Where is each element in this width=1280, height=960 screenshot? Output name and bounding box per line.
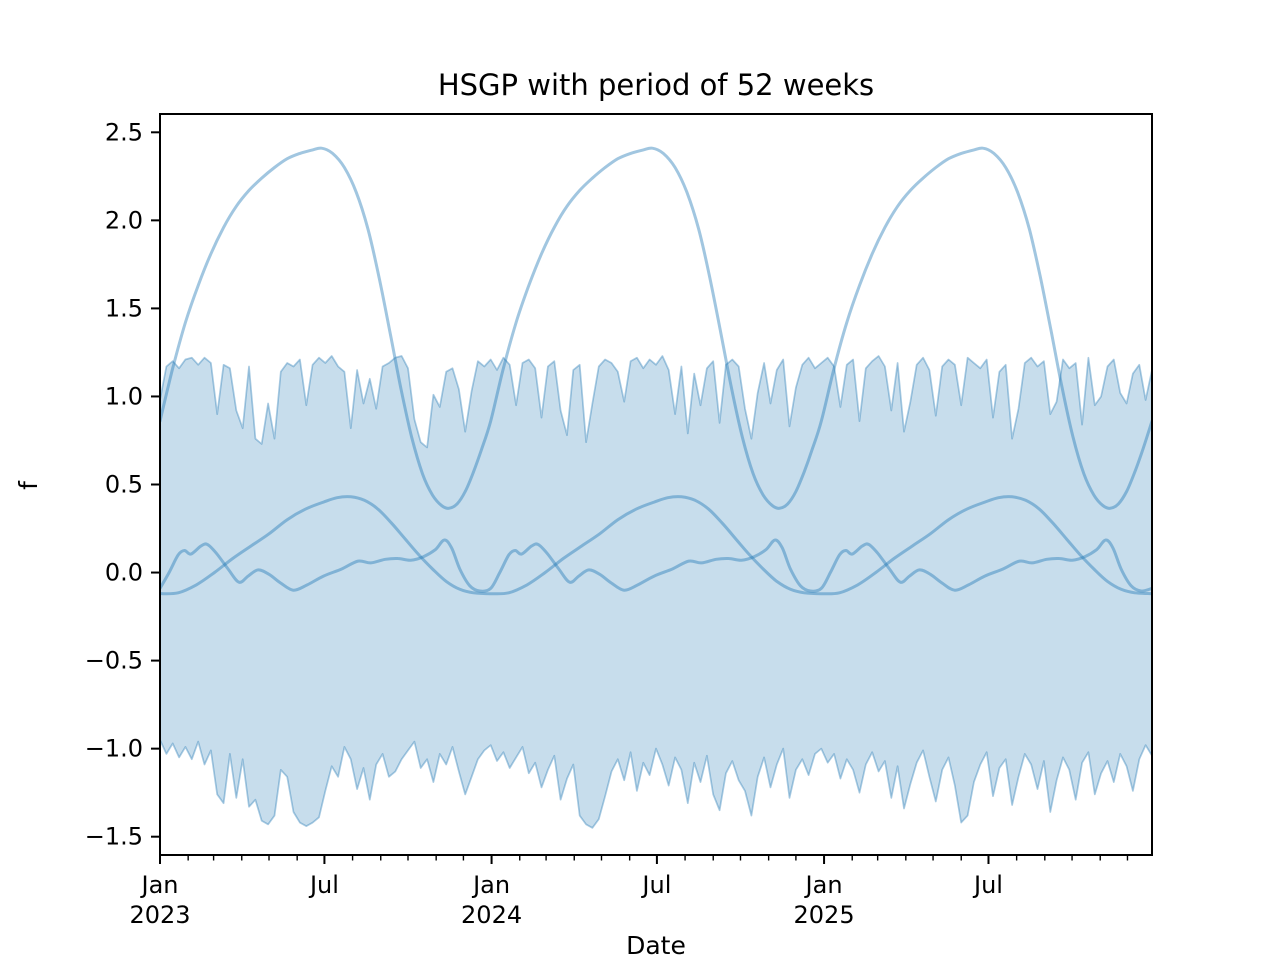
x-axis-label: Date bbox=[626, 931, 686, 960]
y-tick-label: 0.0 bbox=[105, 559, 143, 587]
x-tick-year-label: 2025 bbox=[794, 901, 855, 929]
x-tick-year-label: 2024 bbox=[461, 901, 522, 929]
y-tick-label: −0.5 bbox=[85, 647, 143, 675]
x-tick-label: Jul bbox=[308, 871, 339, 899]
x-tick-label: Jul bbox=[972, 871, 1003, 899]
y-tick-label: 0.5 bbox=[105, 471, 143, 499]
y-tick-label: 1.5 bbox=[105, 294, 143, 322]
posterior-band-fill bbox=[160, 356, 1152, 828]
y-tick-label: 2.5 bbox=[105, 118, 143, 146]
posterior-sample-large-curve bbox=[160, 146, 1152, 510]
chart-title: HSGP with period of 52 weeks bbox=[437, 68, 875, 102]
posterior-band-lower-edge bbox=[160, 739, 1152, 829]
x-tick-label: Jan bbox=[140, 871, 179, 899]
x-tick-label: Jan bbox=[804, 871, 843, 899]
y-axis: −1.5 −1.0 −0.5 0.0 0.5 1.0 1.5 2.0 2.5 bbox=[85, 118, 160, 851]
posterior-sample-medium-curve bbox=[160, 495, 1152, 596]
x-tick-year-label: 2023 bbox=[129, 901, 190, 929]
y-tick-label: 2.0 bbox=[105, 206, 143, 234]
posterior-sample-wiggly-curve bbox=[160, 538, 1152, 593]
posterior-band-upper-edge bbox=[160, 355, 1152, 449]
x-tick-label: Jan bbox=[471, 871, 510, 899]
x-tick-label: Jul bbox=[640, 871, 671, 899]
y-tick-label: −1.5 bbox=[85, 823, 143, 851]
y-tick-label: −1.0 bbox=[85, 735, 143, 763]
y-tick-label: 1.0 bbox=[105, 382, 143, 410]
data-layer bbox=[160, 146, 1152, 829]
